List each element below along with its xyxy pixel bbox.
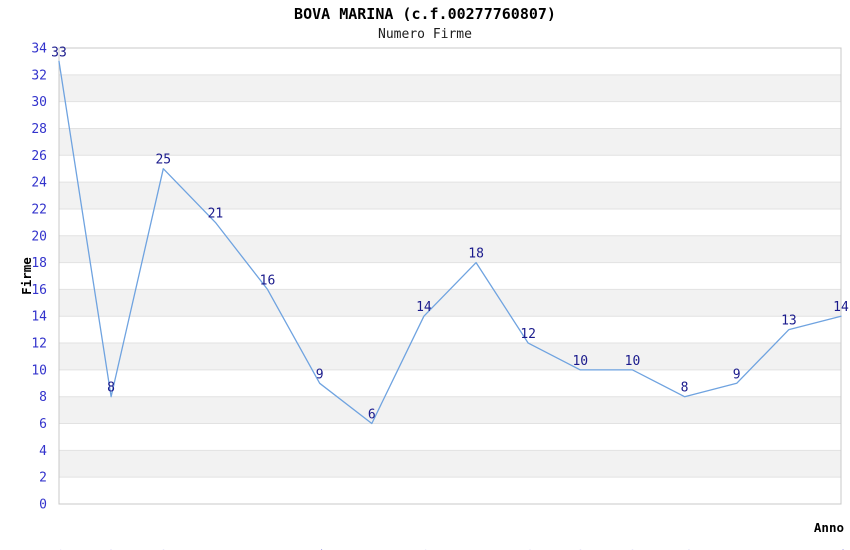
y-tick-label: 32 — [31, 68, 47, 83]
plot-band — [59, 182, 841, 209]
y-tick-label: 8 — [39, 390, 47, 405]
y-tick-label: 26 — [31, 149, 47, 164]
data-point-label: 8 — [107, 381, 115, 396]
data-line — [58, 60, 842, 425]
plot-band — [59, 74, 841, 102]
data-point-label: 10 — [572, 354, 588, 369]
x-tick-label: 2014 — [314, 549, 329, 550]
data-point-label: 6 — [368, 408, 376, 423]
y-tick-label: 2 — [39, 471, 47, 486]
y-tick-label: 0 — [39, 498, 47, 513]
y-tick-label: 16 — [31, 283, 47, 298]
y-tick-label: 12 — [31, 337, 47, 352]
plot-band — [59, 235, 841, 263]
y-axis-title: Firme — [19, 257, 34, 295]
data-point-label: 33 — [51, 45, 67, 60]
y-tick-label: 20 — [31, 229, 47, 244]
chart-title: BOVA MARINA (c.f.00277760807) — [294, 5, 556, 23]
y-tick-label: 28 — [31, 122, 47, 137]
plot-band — [59, 396, 841, 424]
y-tick-label: 34 — [31, 42, 47, 57]
data-point-label: 14 — [833, 300, 849, 315]
data-point-label: 18 — [468, 247, 484, 262]
y-tick-label: 18 — [31, 256, 47, 271]
y-tick-label: 14 — [31, 310, 47, 325]
y-tick-label: 10 — [31, 363, 47, 378]
data-point-label: 10 — [625, 354, 641, 369]
y-tick-label: 22 — [31, 202, 47, 217]
data-point-label: 14 — [416, 300, 432, 315]
data-point-label: 12 — [520, 327, 536, 342]
x-axis-title: Anno — [814, 520, 844, 535]
data-point-label: 9 — [316, 367, 324, 382]
data-point-label: 21 — [208, 206, 224, 221]
plot-band — [59, 128, 841, 156]
data-point-label: 25 — [155, 153, 171, 168]
y-tick-label: 4 — [39, 444, 47, 459]
data-point-label: 8 — [681, 381, 689, 396]
x-tick-label: 2024 — [835, 549, 850, 550]
chart-subtitle: Numero Firme — [378, 27, 472, 42]
plot-band — [59, 450, 841, 478]
y-tick-label: 30 — [31, 95, 47, 110]
data-point-label: 9 — [733, 367, 741, 382]
data-point-label: 16 — [260, 273, 276, 288]
plot-band — [59, 289, 841, 317]
data-point-label: 13 — [781, 314, 797, 329]
y-tick-label: 24 — [31, 176, 47, 191]
y-tick-label: 6 — [39, 417, 47, 432]
plot-border — [58, 47, 842, 505]
plot-band — [59, 343, 841, 370]
